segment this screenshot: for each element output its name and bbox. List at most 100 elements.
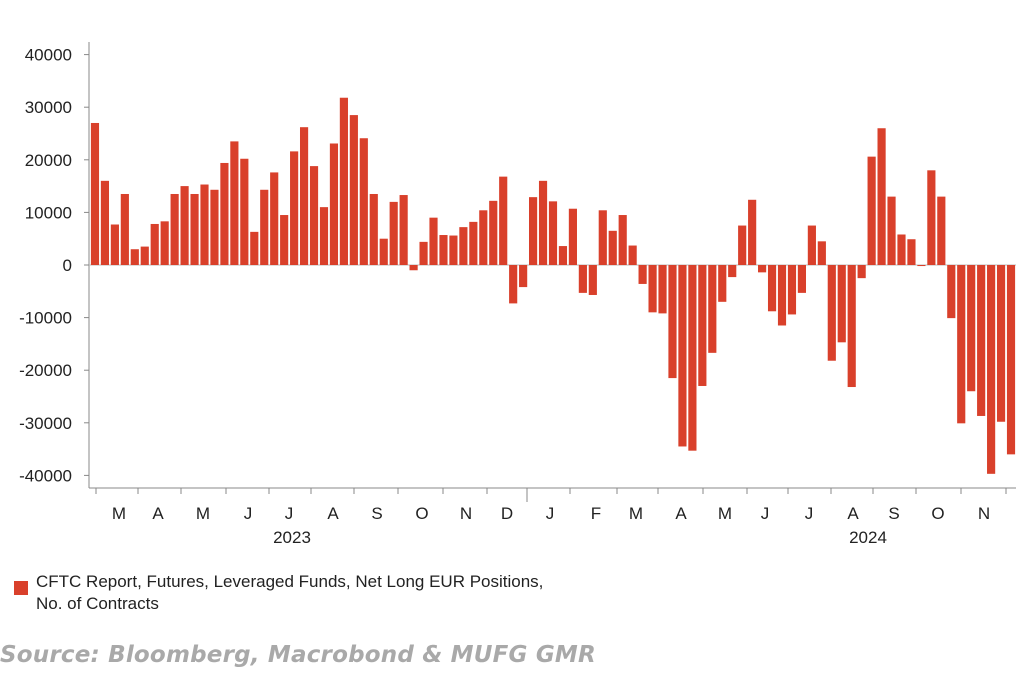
bar bbox=[150, 223, 159, 265]
bar bbox=[319, 207, 329, 265]
bar bbox=[568, 208, 577, 265]
bar bbox=[758, 265, 767, 273]
x-tick-label: A bbox=[675, 504, 687, 523]
bar bbox=[678, 265, 687, 447]
bar bbox=[578, 265, 587, 293]
bar bbox=[538, 180, 548, 265]
bar bbox=[170, 193, 179, 265]
bar bbox=[409, 265, 418, 271]
x-tick-label: J bbox=[244, 504, 253, 523]
bar bbox=[309, 166, 319, 265]
x-tick-label: J bbox=[546, 504, 555, 523]
bar bbox=[777, 265, 787, 326]
bar bbox=[996, 265, 1006, 422]
bar bbox=[558, 246, 568, 265]
bar bbox=[817, 241, 826, 265]
bar bbox=[210, 189, 219, 265]
bar bbox=[100, 180, 110, 265]
x-tick-label: M bbox=[112, 504, 126, 523]
y-tick-label: 10000 bbox=[25, 203, 72, 222]
bar bbox=[140, 246, 149, 265]
bar bbox=[489, 200, 498, 265]
bar bbox=[120, 193, 129, 265]
y-tick-label: -40000 bbox=[19, 466, 72, 485]
y-tick-label: -30000 bbox=[19, 414, 72, 433]
bar bbox=[887, 196, 896, 265]
bar bbox=[509, 265, 518, 304]
bar bbox=[857, 265, 866, 279]
bar bbox=[359, 138, 368, 265]
bar bbox=[439, 235, 448, 265]
bar bbox=[728, 265, 737, 278]
bar bbox=[250, 231, 259, 265]
legend-swatch bbox=[14, 581, 28, 595]
bar bbox=[748, 199, 757, 265]
bar bbox=[977, 265, 986, 416]
bar bbox=[459, 227, 468, 265]
x-tick-label: O bbox=[415, 504, 428, 523]
chart-bars bbox=[90, 97, 1016, 474]
bar bbox=[519, 265, 528, 288]
bar bbox=[299, 127, 309, 265]
bar bbox=[499, 176, 508, 265]
x-tick-label: M bbox=[629, 504, 643, 523]
bar bbox=[877, 128, 886, 265]
chart-legend: CFTC Report, Futures, Leveraged Funds, N… bbox=[14, 571, 556, 615]
bar bbox=[837, 265, 846, 343]
bar bbox=[648, 265, 657, 313]
x-tick-label: A bbox=[152, 504, 164, 523]
bar bbox=[349, 115, 358, 265]
x-tick-label: F bbox=[591, 504, 601, 523]
bar bbox=[260, 189, 269, 265]
bar bbox=[389, 201, 398, 265]
bar bbox=[469, 221, 478, 265]
bar bbox=[658, 265, 667, 314]
bar bbox=[329, 143, 339, 265]
bar bbox=[688, 265, 697, 451]
bar bbox=[280, 215, 289, 265]
bar bbox=[927, 170, 936, 265]
bar bbox=[479, 210, 488, 265]
bar bbox=[449, 235, 458, 265]
bar bbox=[608, 230, 617, 265]
bar bbox=[90, 122, 100, 265]
x-tick-label: N bbox=[978, 504, 990, 523]
bar bbox=[379, 238, 388, 265]
bar bbox=[230, 141, 239, 265]
y-tick-label: 30000 bbox=[25, 98, 72, 117]
y-axis-ticks: 40000 30000 20000 10000 0 -10000 -20000 -30000 -… bbox=[19, 46, 89, 485]
bar bbox=[1006, 265, 1016, 455]
bar bbox=[807, 225, 816, 265]
bar bbox=[787, 265, 797, 315]
y-tick-label: -10000 bbox=[19, 309, 72, 328]
bar bbox=[668, 265, 677, 379]
bar bbox=[867, 156, 876, 265]
bar bbox=[708, 265, 717, 353]
bar bbox=[160, 221, 169, 265]
x-tick-label: J bbox=[805, 504, 814, 523]
bar bbox=[369, 193, 378, 265]
bar bbox=[937, 196, 946, 265]
x-tick-label: S bbox=[371, 504, 382, 523]
bar bbox=[827, 265, 836, 361]
bar bbox=[588, 265, 597, 295]
bar bbox=[698, 265, 707, 386]
x-tick-label: A bbox=[847, 504, 859, 523]
x-axis-ticks: M A M J J A S O N D J F M A M J J A S O N 2023 2024 bbox=[95, 488, 1007, 547]
bar bbox=[847, 265, 856, 388]
bar bbox=[947, 265, 956, 319]
bar bbox=[270, 172, 279, 265]
x-tick-label: M bbox=[196, 504, 210, 523]
bar bbox=[240, 158, 249, 265]
x-tick-label: N bbox=[460, 504, 472, 523]
bar bbox=[718, 265, 727, 302]
x-tick-label: J bbox=[285, 504, 294, 523]
x-tick-label: O bbox=[931, 504, 944, 523]
bar bbox=[897, 234, 906, 265]
bar bbox=[290, 151, 299, 265]
bar bbox=[429, 217, 438, 265]
bar bbox=[529, 197, 538, 265]
x-tick-label: D bbox=[501, 504, 513, 523]
bar bbox=[738, 225, 747, 265]
bar bbox=[628, 245, 637, 265]
